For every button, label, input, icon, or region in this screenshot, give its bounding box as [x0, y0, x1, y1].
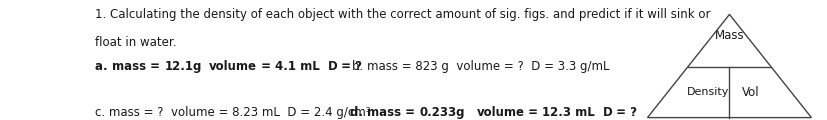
Text: b. mass = 823 g  volume = ?  D = 3.3 g/mL: b. mass = 823 g volume = ? D = 3.3 g/mL [351, 60, 609, 73]
Text: = ?: = ? [612, 106, 637, 119]
Text: 0.233g: 0.233g [419, 106, 465, 119]
Text: volume: volume [476, 106, 523, 119]
Text: =: = [146, 60, 164, 73]
Text: 1. Calculating the density of each object with the correct amount of sig. figs. : 1. Calculating the density of each objec… [95, 8, 710, 21]
Text: 4.1 mL: 4.1 mL [275, 60, 319, 73]
Text: d.: d. [350, 106, 367, 119]
Text: 12.3 mL: 12.3 mL [542, 106, 595, 119]
Text: Vol: Vol [741, 86, 758, 99]
Text: a.: a. [95, 60, 112, 73]
Text: c. mass = ?  volume = 8.23 mL  D = 2.4 g/cm³: c. mass = ? volume = 8.23 mL D = 2.4 g/c… [95, 106, 370, 119]
Text: =: = [257, 60, 275, 73]
Text: 12.1g: 12.1g [164, 60, 201, 73]
Text: mass: mass [367, 106, 401, 119]
Text: float in water.: float in water. [95, 36, 176, 49]
Text: volume: volume [209, 60, 257, 73]
Text: Mass: Mass [714, 30, 743, 42]
Text: D: D [327, 60, 337, 73]
Text: mass: mass [112, 60, 146, 73]
Text: =: = [523, 106, 542, 119]
Text: D: D [602, 106, 612, 119]
Text: =: = [401, 106, 419, 119]
Text: Density: Density [686, 87, 729, 97]
Text: = ?: = ? [337, 60, 361, 73]
